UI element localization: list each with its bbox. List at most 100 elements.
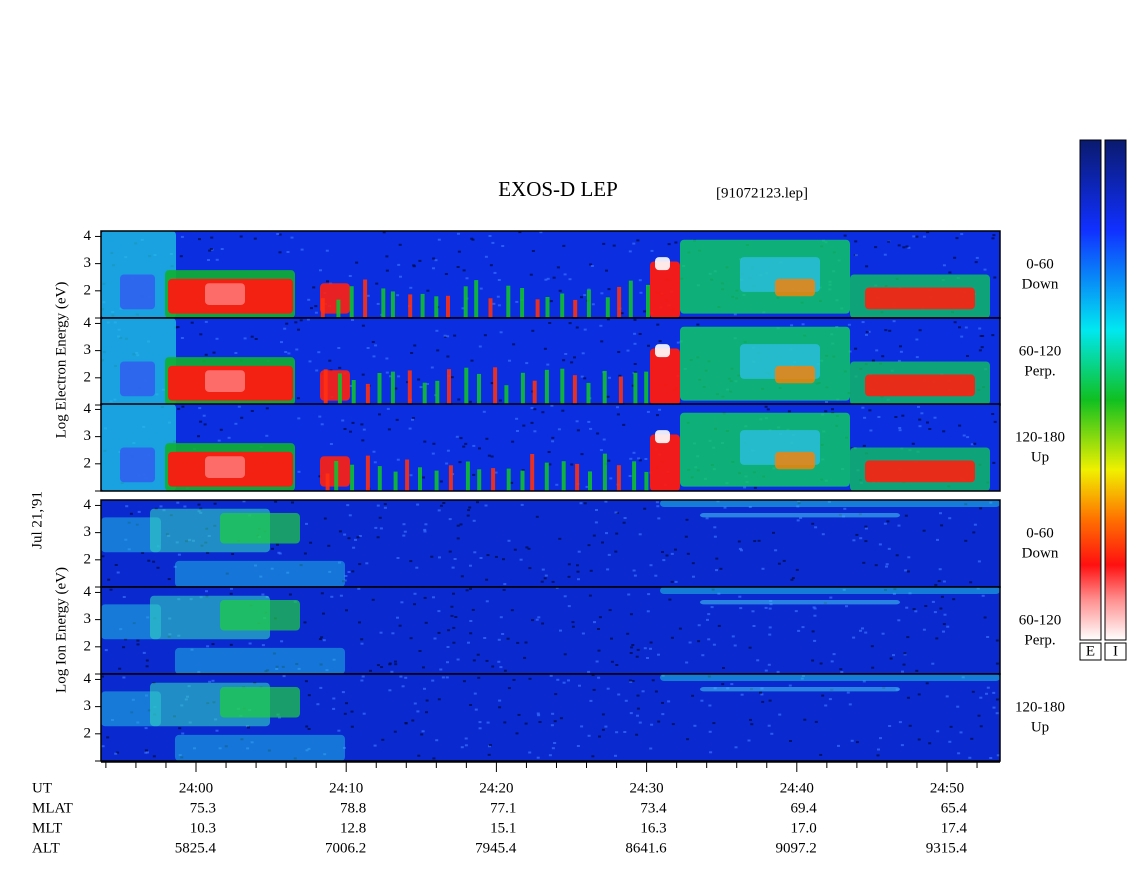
spectrogram-texture bbox=[322, 612, 325, 615]
spectrogram-texture bbox=[285, 322, 289, 325]
spectrogram-texture bbox=[422, 666, 425, 669]
spectrogram-texture bbox=[983, 268, 987, 271]
spectrogram-texture bbox=[881, 355, 885, 358]
spectrogram-texture bbox=[710, 606, 714, 609]
spectrogram-texture bbox=[942, 430, 946, 433]
spectrogram-feature bbox=[650, 348, 680, 405]
spectrogram-texture bbox=[215, 258, 219, 261]
spectrogram-texture bbox=[109, 588, 113, 591]
spectrogram-feature bbox=[337, 373, 342, 405]
spectrogram-feature bbox=[506, 468, 511, 491]
spectrogram-texture bbox=[386, 407, 390, 410]
spectrogram-texture bbox=[705, 517, 709, 520]
spectrogram-texture bbox=[863, 416, 867, 419]
spectrogram-texture bbox=[512, 678, 516, 681]
spectrogram-texture bbox=[824, 704, 828, 707]
spectrogram-texture bbox=[599, 449, 603, 452]
y-tick-label: 4 bbox=[84, 228, 92, 244]
spectrogram-texture bbox=[413, 344, 417, 347]
spectrogram-texture bbox=[198, 407, 202, 410]
spectrogram-texture bbox=[499, 331, 503, 334]
spectrogram-texture bbox=[309, 541, 313, 544]
spectrogram-feature bbox=[435, 380, 440, 405]
spectrogram-texture bbox=[973, 523, 977, 526]
spectrogram-texture bbox=[942, 630, 945, 633]
spectrogram-texture bbox=[398, 624, 402, 627]
spectrogram-texture bbox=[539, 231, 543, 234]
spectrogram-texture bbox=[658, 340, 662, 343]
panel-angle: 60-120 bbox=[1019, 343, 1062, 359]
panel-direction: Perp. bbox=[1024, 632, 1055, 648]
spectrogram-texture bbox=[300, 248, 304, 251]
spectrogram-texture bbox=[958, 326, 961, 329]
spectrogram-texture bbox=[874, 246, 878, 249]
spectrogram-texture bbox=[843, 234, 847, 237]
spectrogram-texture bbox=[383, 506, 387, 509]
spectrogram-texture bbox=[318, 638, 322, 641]
spectrogram-texture bbox=[278, 251, 282, 254]
spectrogram-texture bbox=[867, 330, 871, 333]
spectrogram-texture bbox=[914, 610, 918, 613]
spectrogram-texture bbox=[399, 275, 402, 278]
spectrogram-texture bbox=[265, 407, 269, 410]
spectrogram-texture bbox=[966, 355, 969, 357]
spectrogram-feature bbox=[775, 365, 815, 384]
spectrogram-texture bbox=[678, 627, 682, 630]
spectrogram-texture bbox=[608, 376, 611, 379]
spectrogram-feature bbox=[660, 674, 1000, 681]
spectrogram-texture bbox=[498, 706, 502, 709]
row-name: MLAT bbox=[32, 800, 73, 816]
spectrogram-texture bbox=[439, 668, 443, 671]
spectrogram-texture bbox=[181, 405, 185, 408]
spectrogram-texture bbox=[592, 688, 596, 691]
spectrogram-texture bbox=[446, 355, 450, 358]
spectrogram-texture bbox=[361, 324, 365, 327]
spectrogram-texture bbox=[458, 461, 462, 464]
spectrogram-texture bbox=[567, 575, 571, 578]
spectrogram-texture bbox=[888, 725, 892, 727]
spectrogram-texture bbox=[701, 654, 705, 657]
spectrogram-texture bbox=[654, 574, 658, 577]
spectrogram-texture bbox=[299, 319, 303, 322]
spectrogram-texture bbox=[977, 714, 981, 717]
spectrogram-texture bbox=[748, 646, 752, 649]
spectrogram-feature bbox=[422, 382, 427, 405]
spectrogram-texture bbox=[829, 596, 833, 599]
spectrogram-texture bbox=[719, 567, 723, 570]
spectrogram-texture bbox=[278, 233, 282, 236]
spectrogram-feature bbox=[446, 295, 450, 318]
y-tick-label: 4 bbox=[84, 584, 92, 600]
spectrogram-texture bbox=[423, 687, 426, 690]
spectrogram-texture bbox=[484, 255, 488, 258]
spectrogram-texture bbox=[485, 600, 489, 603]
y-tick-label: 3 bbox=[84, 342, 92, 358]
spectrogram-texture bbox=[549, 674, 553, 677]
spectrogram-texture bbox=[567, 563, 571, 566]
row-value: 9097.2 bbox=[776, 840, 817, 856]
spectrogram-feature bbox=[464, 367, 469, 405]
spectrogram-texture bbox=[546, 277, 550, 280]
spectrogram-texture bbox=[287, 352, 291, 355]
spectrogram-texture bbox=[496, 295, 500, 298]
spectrogram-texture bbox=[906, 696, 910, 699]
spectrogram-texture bbox=[632, 569, 636, 572]
spectrogram-texture bbox=[179, 255, 183, 258]
spectrogram-texture bbox=[472, 444, 476, 447]
spectrogram-texture bbox=[570, 463, 574, 466]
y-tick-label: 3 bbox=[84, 428, 92, 444]
spectrogram-texture bbox=[423, 596, 427, 599]
spectrogram-texture bbox=[969, 581, 973, 584]
spectrogram-texture bbox=[204, 353, 208, 356]
spectrogram-texture bbox=[589, 263, 593, 266]
spectrogram-feature bbox=[477, 373, 481, 405]
spectrogram-texture bbox=[615, 731, 619, 734]
spectrogram-texture bbox=[942, 580, 946, 583]
spectrogram-texture bbox=[376, 536, 380, 539]
spectrogram-texture bbox=[772, 531, 775, 534]
spectrogram-texture bbox=[979, 696, 983, 699]
spectrogram-texture bbox=[959, 731, 963, 734]
spectrogram-feature bbox=[655, 257, 670, 271]
spectrogram-texture bbox=[614, 550, 618, 553]
spectrogram-feature bbox=[545, 297, 550, 318]
spectrogram-texture bbox=[107, 578, 111, 581]
